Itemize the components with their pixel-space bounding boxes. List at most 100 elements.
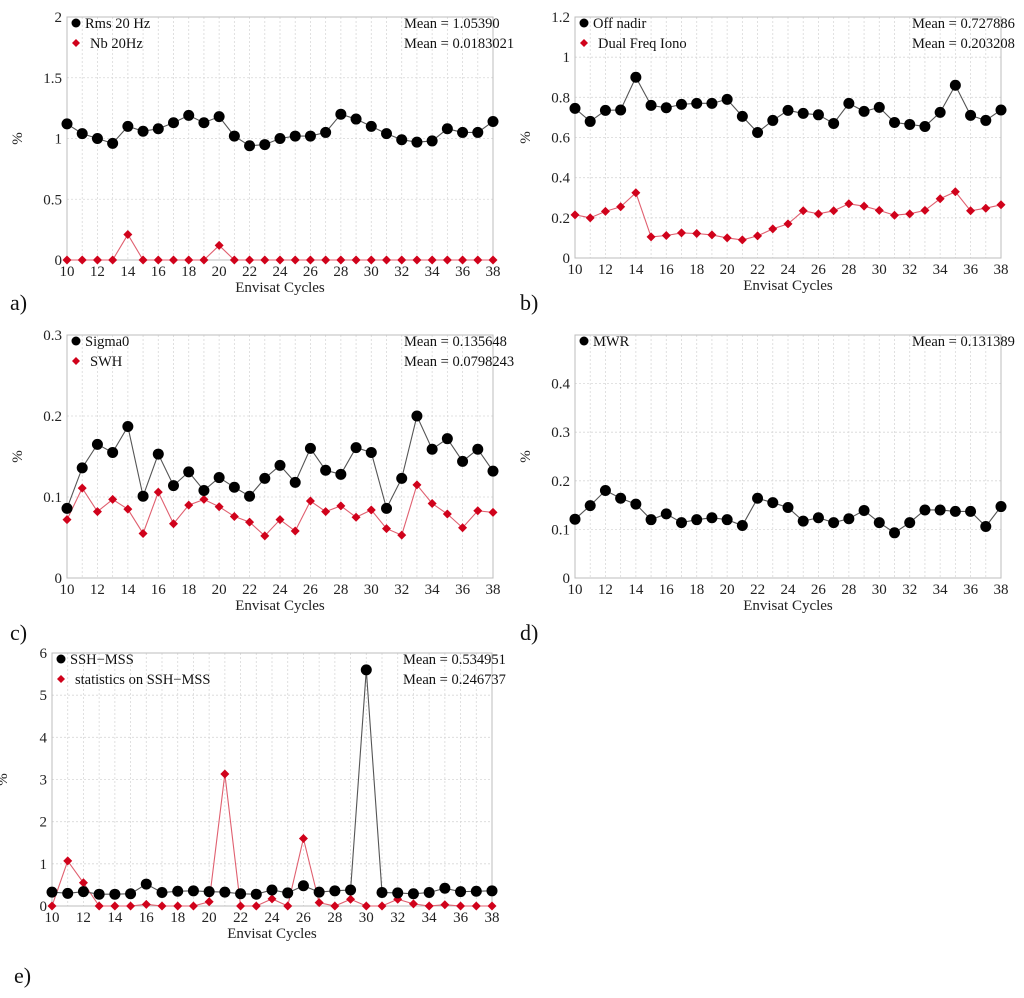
data-point <box>184 500 194 510</box>
data-point <box>472 443 484 455</box>
x-tick-label: 16 <box>659 582 675 598</box>
data-point <box>980 520 992 532</box>
mean-annotation: Mean = 0.246737 <box>403 672 506 688</box>
x-tick-label: 38 <box>994 262 1009 278</box>
x-tick-label: 28 <box>841 582 856 598</box>
data-point <box>426 443 438 455</box>
data-point <box>615 492 627 504</box>
data-point <box>996 200 1006 210</box>
data-point <box>125 888 137 900</box>
legend-label: Sigma0 <box>85 334 129 350</box>
data-point <box>63 856 73 866</box>
data-point <box>439 882 451 894</box>
x-tick-label: 24 <box>781 262 797 278</box>
x-tick-label: 12 <box>598 582 613 598</box>
data-point <box>199 255 209 265</box>
data-point <box>153 487 163 497</box>
data-point <box>472 126 484 138</box>
panel-label-c: c) <box>10 620 27 645</box>
x-tick-label: 26 <box>303 582 319 598</box>
x-tick-label: 34 <box>425 264 441 280</box>
x-tick-label: 16 <box>151 264 167 280</box>
data-point <box>890 210 899 220</box>
x-tick-label: 32 <box>902 582 917 598</box>
data-point <box>995 501 1007 513</box>
data-point <box>677 228 686 238</box>
data-point <box>283 901 293 911</box>
x-tick-label: 24 <box>273 582 289 598</box>
data-point <box>676 98 687 110</box>
data-point <box>168 480 179 492</box>
data-point <box>108 494 118 504</box>
y-tick-label: 1 <box>40 857 48 873</box>
data-point <box>266 884 278 896</box>
data-point <box>304 442 316 454</box>
data-point <box>244 490 256 502</box>
legend-label: Nb 20Hz <box>90 36 143 52</box>
x-tick-label: 26 <box>811 582 827 598</box>
data-point <box>382 255 391 265</box>
data-point <box>442 509 452 519</box>
data-point <box>798 206 808 216</box>
data-point <box>297 880 309 892</box>
data-point <box>188 901 198 911</box>
data-point <box>427 498 437 508</box>
panel-label-e: e) <box>14 963 31 988</box>
data-point <box>351 512 361 522</box>
x-tick-label: 10 <box>568 262 583 278</box>
data-point <box>244 140 256 152</box>
data-point <box>141 899 151 909</box>
x-tick-label: 28 <box>327 910 342 926</box>
data-point <box>630 498 642 510</box>
data-point <box>407 888 419 900</box>
legend-label: Off nadir <box>593 16 646 32</box>
data-point <box>646 232 656 242</box>
data-point <box>966 206 976 216</box>
y-tick-label: 1.5 <box>43 71 62 87</box>
data-point <box>305 496 315 506</box>
data-point <box>473 506 483 516</box>
data-point <box>859 201 869 211</box>
data-point <box>329 885 341 897</box>
x-tick-label: 18 <box>689 262 704 278</box>
x-tick-label: 24 <box>781 582 797 598</box>
y-tick-label: 0 <box>563 571 571 587</box>
y-tick-label: 1 <box>563 50 571 66</box>
data-point <box>138 255 148 265</box>
legend-marker-circle <box>56 654 66 664</box>
y-tick-label: 0.2 <box>43 409 62 425</box>
data-point <box>219 886 231 898</box>
data-point <box>412 480 422 490</box>
mean-annotation: Mean = 0.135648 <box>404 334 507 350</box>
data-point <box>441 123 453 135</box>
x-tick-label: 14 <box>628 262 644 278</box>
data-point <box>78 878 88 888</box>
data-point <box>382 524 391 534</box>
data-point <box>753 231 763 241</box>
y-axis-label: % <box>0 773 11 786</box>
y-tick-label: 0.3 <box>43 328 62 344</box>
legend-marker-diamond <box>57 675 65 683</box>
data-point <box>267 894 277 904</box>
data-point <box>949 505 961 517</box>
data-point <box>470 885 482 897</box>
data-point <box>783 219 793 229</box>
data-point <box>981 203 991 213</box>
plot-frame <box>66 334 494 579</box>
x-tick-label: 22 <box>233 910 248 926</box>
x-tick-label: 32 <box>394 264 409 280</box>
y-tick-label: 0.6 <box>551 131 570 147</box>
panel-e-ssh-mss: 10 12 14 16 18 20 22 24 26 28 30 32 34 36 380123456Env… <box>0 646 506 942</box>
data-point <box>172 885 184 897</box>
legend-label: statistics on SSH−MSS <box>75 672 211 688</box>
x-tick-label: 36 <box>453 910 469 926</box>
y-tick-label: 3 <box>40 773 48 789</box>
data-point <box>184 255 194 265</box>
data-point <box>949 79 961 91</box>
y-axis-label: % <box>518 131 534 144</box>
y-tick-label: 0 <box>40 899 48 915</box>
data-point <box>457 126 469 138</box>
x-tick-label: 16 <box>659 262 675 278</box>
data-point <box>109 888 121 900</box>
panel-d-mwr: 10 12 14 16 18 20 22 24 26 28 30 32 34 36 38 0 0.1 0.2 0.3… <box>518 334 1015 614</box>
